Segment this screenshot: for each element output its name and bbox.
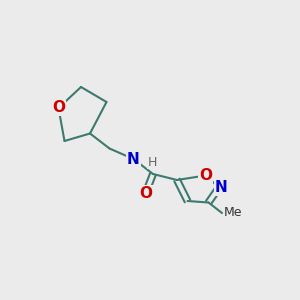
Text: O: O xyxy=(199,168,212,183)
Text: N: N xyxy=(215,180,228,195)
Text: O: O xyxy=(139,186,152,201)
Text: Me: Me xyxy=(224,206,242,220)
Text: O: O xyxy=(52,100,65,116)
Text: H: H xyxy=(147,155,157,169)
Text: N: N xyxy=(127,152,140,166)
